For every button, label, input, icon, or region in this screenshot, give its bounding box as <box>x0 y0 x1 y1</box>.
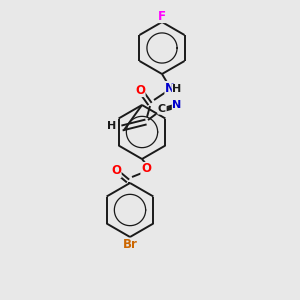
Text: N: N <box>165 82 175 94</box>
Text: F: F <box>158 10 166 22</box>
Text: O: O <box>111 164 121 178</box>
Text: N: N <box>172 100 182 110</box>
Text: O: O <box>135 83 145 97</box>
Text: Br: Br <box>123 238 137 251</box>
Text: H: H <box>107 121 117 131</box>
Text: H: H <box>172 84 182 94</box>
Text: C: C <box>158 104 166 114</box>
Text: O: O <box>141 163 151 176</box>
